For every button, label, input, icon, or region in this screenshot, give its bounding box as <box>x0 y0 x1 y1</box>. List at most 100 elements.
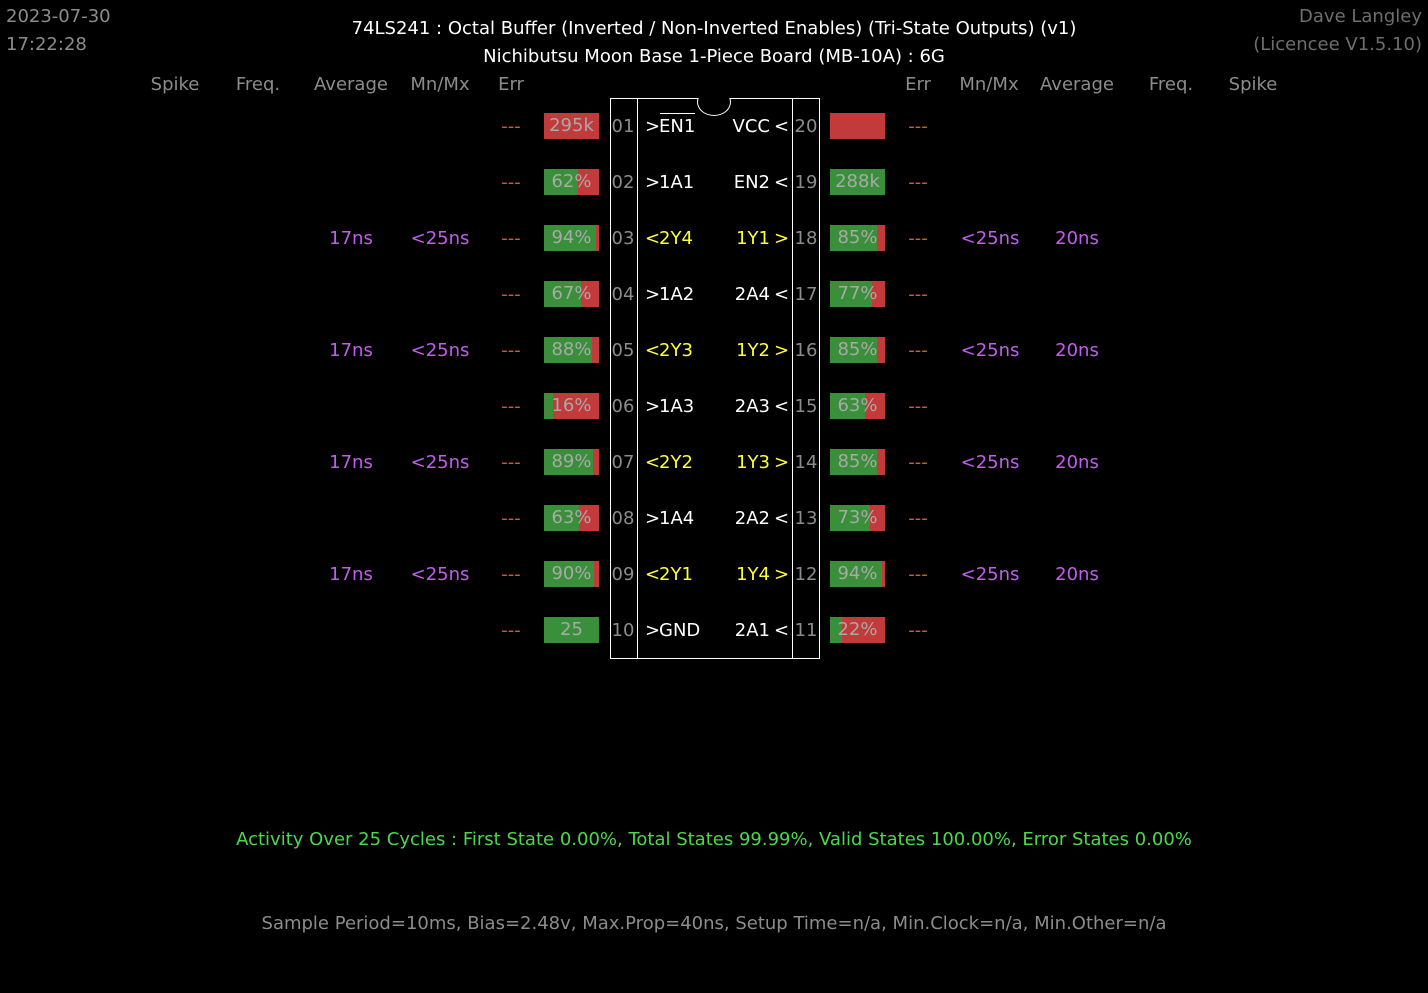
pin-name-left: 1A2 <box>659 284 695 305</box>
activity-fill <box>544 337 593 363</box>
pin-average-left: 17ns <box>329 340 373 361</box>
licence-label: (Licencee V1.5.10) <box>1253 34 1422 55</box>
pin-direction-left: > <box>645 508 661 529</box>
pin-name-right: 1Y4 <box>736 564 770 585</box>
activity-fill <box>544 449 593 475</box>
col-left-err: Err <box>498 74 524 95</box>
pin-average-left: 17ns <box>329 228 373 249</box>
pin-activity-bar-left: 90% <box>544 561 599 587</box>
pin-err-left: --- <box>501 564 521 585</box>
board-subtitle: Nichibutsu Moon Base 1-Piece Board (MB-1… <box>483 46 945 67</box>
pin-number-left: 06 <box>611 396 635 417</box>
pin-err-right: --- <box>908 116 928 137</box>
pin-name-left: 2Y2 <box>659 452 693 473</box>
pin-activity-bar-right <box>830 113 885 139</box>
pin-err-left: --- <box>501 172 521 193</box>
activity-value: 288k <box>835 171 880 192</box>
pin-err-right: --- <box>908 396 928 417</box>
pin-number-right: 18 <box>794 228 818 249</box>
pin-name-right: 2A1 <box>734 620 770 641</box>
pin-activity-bar-left: 67% <box>544 281 599 307</box>
pin-direction-right: < <box>774 396 790 417</box>
pin-activity-bar-left: 16% <box>544 393 599 419</box>
pin-direction-left: > <box>645 172 661 193</box>
pin-mnmx-right: <25ns <box>960 228 1020 249</box>
activity-value: 295k <box>549 115 594 136</box>
pin-activity-bar-right: 288k <box>830 169 885 195</box>
pin-activity-bar-left: 63% <box>544 505 599 531</box>
pin-mnmx-left: <25ns <box>410 340 470 361</box>
pin-name-right: VCC <box>732 116 770 137</box>
pin-direction-right: > <box>774 452 790 473</box>
pin-number-right: 16 <box>794 340 818 361</box>
col-left-average: Average <box>314 74 388 95</box>
col-right-err: Err <box>905 74 931 95</box>
pin-name-right: 1Y1 <box>736 228 770 249</box>
pin-average-right: 20ns <box>1055 228 1099 249</box>
activity-fill <box>830 617 843 643</box>
pin-mnmx-right: <25ns <box>960 452 1020 473</box>
activity-value: 94% <box>837 563 878 584</box>
activity-value: 63% <box>837 395 878 416</box>
pin-err-right: --- <box>908 228 928 249</box>
pin-direction-left: > <box>645 284 661 305</box>
pin-direction-left: > <box>645 396 661 417</box>
activity-fill <box>830 169 885 195</box>
activity-fill <box>544 281 581 307</box>
pin-direction-right: < <box>774 284 790 305</box>
pin-name-right: 2A3 <box>734 396 770 417</box>
activity-value: 62% <box>551 171 592 192</box>
pin-err-left: --- <box>501 340 521 361</box>
col-right-freq: Freq. <box>1148 74 1194 95</box>
pin-average-right: 20ns <box>1055 564 1099 585</box>
activity-value: 22% <box>837 619 878 640</box>
pin-direction-right: < <box>774 172 790 193</box>
activity-value: 85% <box>837 339 878 360</box>
pin-number-right: 19 <box>794 172 818 193</box>
pin-err-left: --- <box>501 508 521 529</box>
pin-direction-left: < <box>645 340 661 361</box>
pin-activity-bar-right: 85% <box>830 337 885 363</box>
pin-activity-bar-left: 89% <box>544 449 599 475</box>
pin-number-left: 09 <box>611 564 635 585</box>
pin-err-right: --- <box>908 284 928 305</box>
col-left-mnmx: Mn/Mx <box>410 74 470 95</box>
user-name: Dave Langley <box>1299 6 1422 27</box>
pin-activity-bar-right: 85% <box>830 449 885 475</box>
pin-err-right: --- <box>908 452 928 473</box>
pin-name-left: GND <box>659 620 701 641</box>
pin-activity-bar-left: 88% <box>544 337 599 363</box>
pin-err-left: --- <box>501 620 521 641</box>
activity-value: 16% <box>551 395 592 416</box>
pin-number-left: 07 <box>611 452 635 473</box>
pin-mnmx-right: <25ns <box>960 564 1020 585</box>
pin-number-left: 04 <box>611 284 635 305</box>
pin-activity-bar-left: 94% <box>544 225 599 251</box>
pin-average-left: 17ns <box>329 452 373 473</box>
activity-fill <box>830 281 873 307</box>
activity-fill <box>544 393 553 419</box>
activity-fill <box>830 225 877 251</box>
pin-direction-right: < <box>774 620 790 641</box>
activity-value: 67% <box>551 283 592 304</box>
date-label: 2023-07-30 <box>6 6 111 27</box>
activity-fill <box>544 561 594 587</box>
pin-direction-right: < <box>774 116 790 137</box>
pin-number-right: 20 <box>794 116 818 137</box>
activity-value: 94% <box>551 227 592 248</box>
pin-name-right: EN2 <box>733 172 770 193</box>
pin-err-left: --- <box>501 452 521 473</box>
activity-fill <box>544 617 599 643</box>
col-left-freq: Freq. <box>235 74 281 95</box>
pin-number-left: 08 <box>611 508 635 529</box>
pin-name-right: 1Y2 <box>736 340 770 361</box>
pin-err-left: --- <box>501 228 521 249</box>
pin-err-right: --- <box>908 620 928 641</box>
pin-activity-bar-left: 62% <box>544 169 599 195</box>
pin-number-left: 02 <box>611 172 635 193</box>
pin-number-right: 13 <box>794 508 818 529</box>
activity-value: 77% <box>837 283 878 304</box>
activity-fill <box>830 337 877 363</box>
pin-err-right: --- <box>908 172 928 193</box>
pin-mnmx-left: <25ns <box>410 228 470 249</box>
